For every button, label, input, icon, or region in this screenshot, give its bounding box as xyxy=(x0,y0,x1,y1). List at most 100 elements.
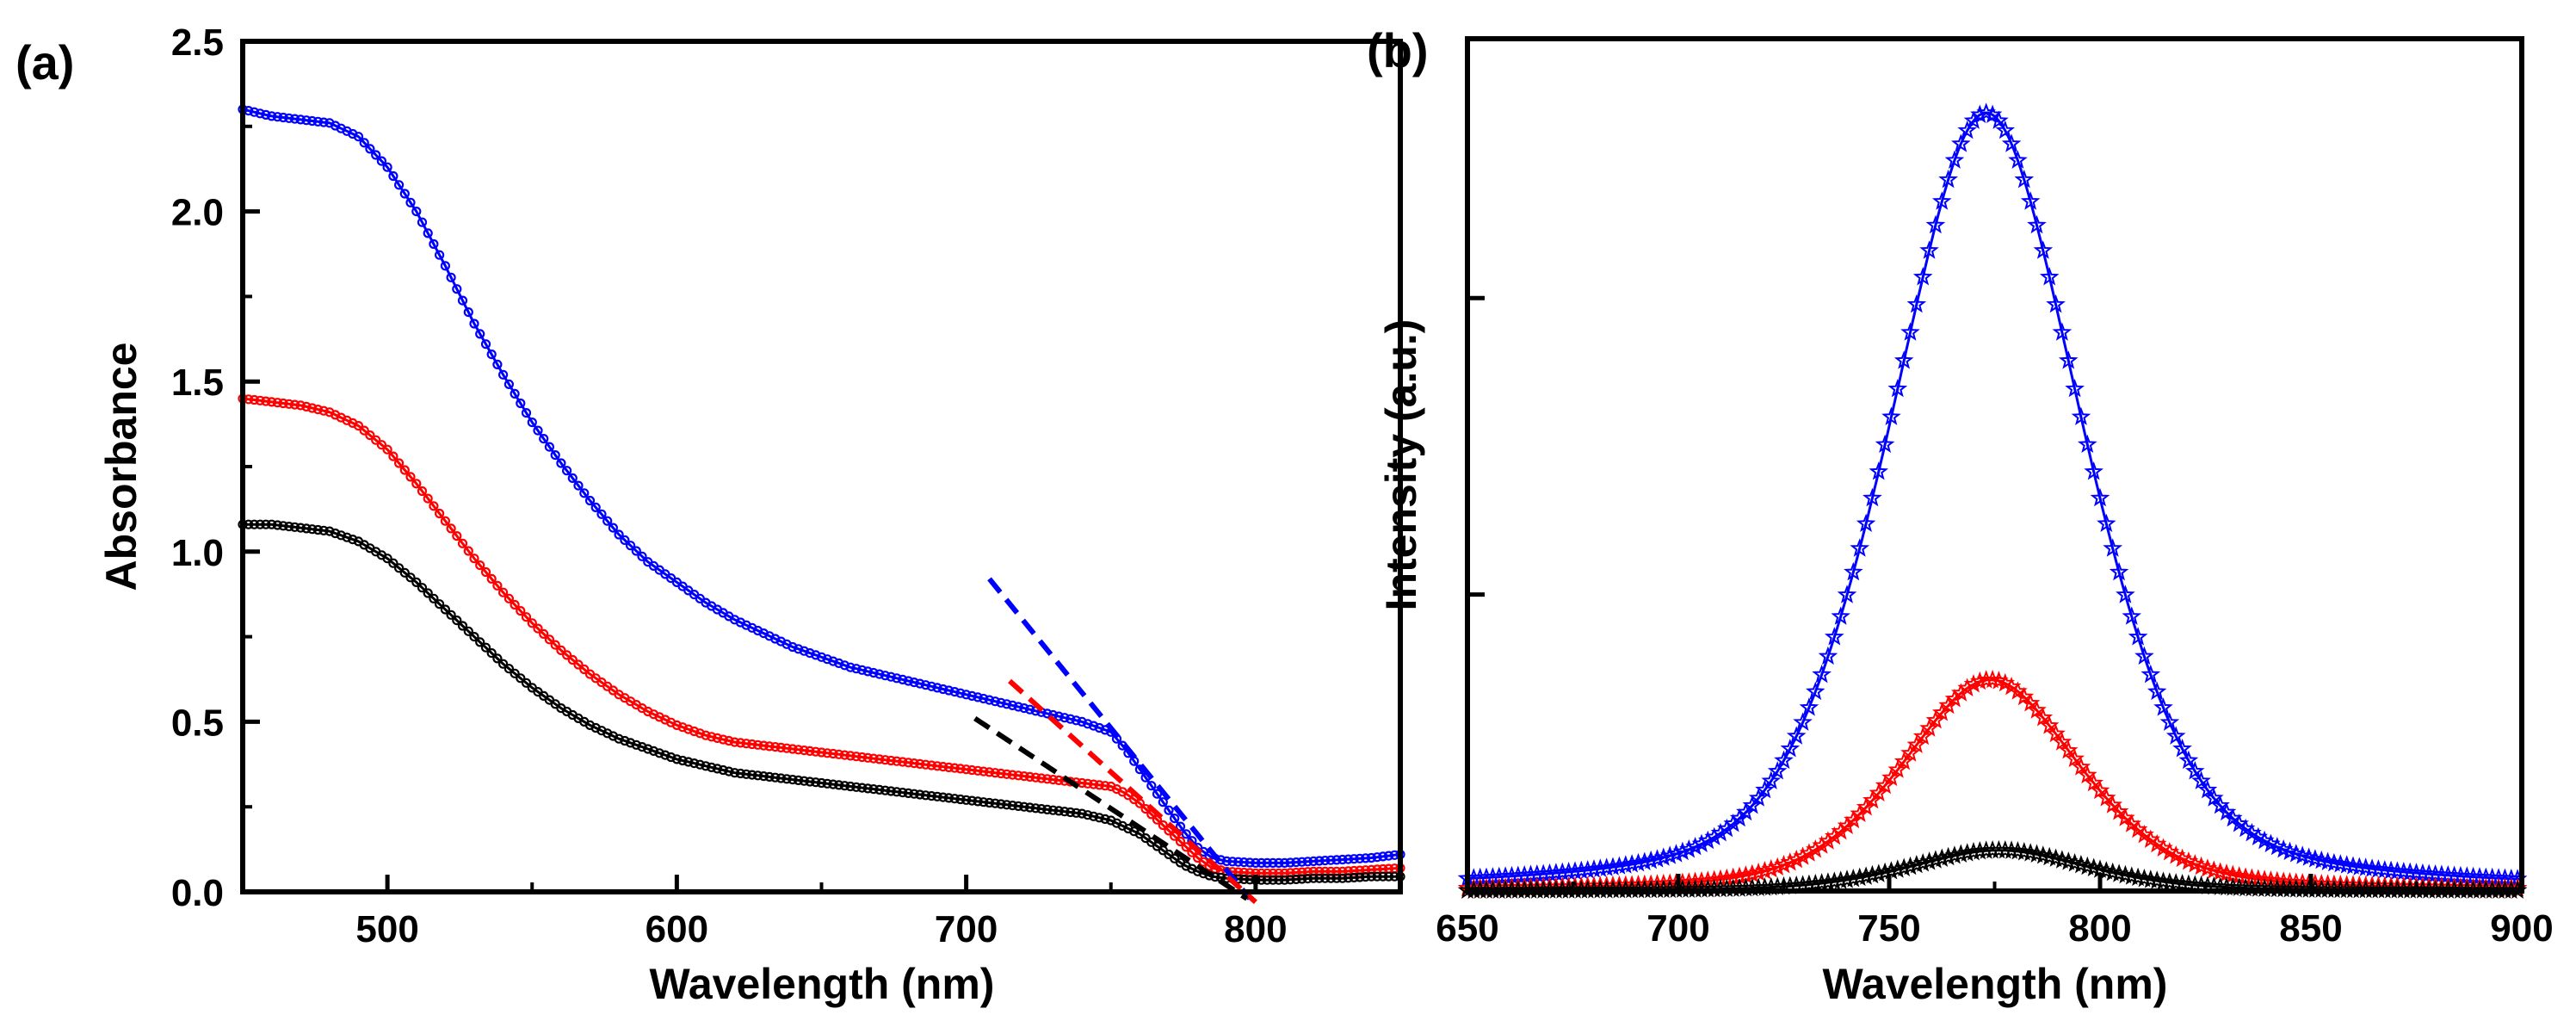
panel-a-marker-black xyxy=(1210,871,1220,882)
panel-b-marker-red xyxy=(2065,748,2085,768)
panel-a-marker-black xyxy=(1308,873,1319,883)
panel-a-marker-red xyxy=(671,720,683,731)
panel-a-marker-black xyxy=(671,754,683,764)
panel-a-marker-blue xyxy=(620,535,630,546)
panel-b-y-axis-title: Intensity (a.u.) xyxy=(1377,319,1425,611)
panel-b-marker-blue xyxy=(1672,841,1693,861)
panel-a-marker-black xyxy=(1383,871,1394,882)
panel-b-marker-red xyxy=(2027,700,2047,719)
panel-a-marker-black xyxy=(695,759,705,770)
panel-b-marker-red xyxy=(1799,843,1819,862)
panel-a-marker-blue xyxy=(573,480,584,491)
panel-a-marker-blue xyxy=(480,339,491,350)
panel-a-marker-black xyxy=(284,521,294,532)
panel-a-marker-red xyxy=(1343,866,1354,876)
panel-b-marker-blue xyxy=(2097,513,2116,533)
panel-a-marker-black xyxy=(312,524,323,535)
panel-a-marker-black xyxy=(1094,813,1104,823)
panel-a-marker-black xyxy=(1291,874,1301,885)
panel-b-marker-red xyxy=(1925,709,1946,729)
panel-a-marker-red xyxy=(955,764,966,774)
panel-a-marker-black xyxy=(943,793,954,803)
panel-a-marker-red xyxy=(429,501,439,511)
panel-a-marker-red xyxy=(828,748,838,759)
panel-a-marker-blue xyxy=(1007,700,1018,711)
panel-b-marker-blue xyxy=(1812,664,1832,684)
panel-a-marker-red xyxy=(886,755,896,766)
panel-b-marker-red xyxy=(1742,863,1762,883)
panel-b-marker-blue xyxy=(2400,862,2420,882)
panel-b-marker-blue xyxy=(1912,267,1933,286)
panel-b-marker-black xyxy=(2172,873,2192,893)
panel-b-marker-blue xyxy=(1603,857,1623,876)
panel-a-marker-red xyxy=(371,435,381,445)
panel-a-marker-blue xyxy=(834,658,844,669)
panel-a-marker-red xyxy=(839,750,850,760)
panel-b-marker-black xyxy=(1831,870,1850,889)
panel-a-marker-red xyxy=(822,748,832,758)
panel-a-marker-black xyxy=(1066,807,1076,818)
panel-a-marker-blue xyxy=(1100,725,1110,735)
panel-a-y-tick-label: 0.5 xyxy=(171,702,224,744)
panel-a-marker-black xyxy=(1274,875,1284,885)
panel-b-x-tick-label: 850 xyxy=(2279,907,2342,950)
panel-a-marker-black xyxy=(249,519,259,529)
panel-a-marker-red xyxy=(503,593,515,603)
panel-a-marker-red xyxy=(856,752,868,763)
panel-a-marker-blue xyxy=(990,696,1000,707)
panel-a-marker-blue xyxy=(625,541,636,551)
panel-b-marker-blue xyxy=(1615,855,1636,874)
panel-a-marker-black xyxy=(614,733,624,744)
panel-a-marker-blue xyxy=(267,111,277,121)
panel-a-marker-black xyxy=(707,762,717,773)
panel-a-marker-black xyxy=(822,778,832,789)
panel-a-marker-black xyxy=(301,523,312,534)
panel-a-marker-black xyxy=(811,777,821,788)
panel-b-marker-blue xyxy=(1957,120,1977,139)
panel-a-marker-red xyxy=(898,757,908,767)
panel-a-marker-black xyxy=(1030,803,1041,814)
panel-b-marker-blue xyxy=(1863,487,1882,507)
panel-b-marker-red xyxy=(1780,852,1801,871)
panel-a-marker-blue xyxy=(828,656,838,666)
panel-b-marker-black xyxy=(2178,874,2199,894)
panel-a-marker-blue xyxy=(457,295,468,306)
panel-a-plot-frame xyxy=(240,39,1403,894)
panel-a-marker-red xyxy=(399,465,410,475)
panel-a-marker-red xyxy=(775,742,787,753)
panel-b-marker-blue xyxy=(1755,779,1775,799)
panel-a-marker-black xyxy=(758,770,769,782)
panel-a-marker-red xyxy=(938,761,948,772)
panel-a-marker-black xyxy=(469,631,479,642)
panel-b-marker-black xyxy=(1995,839,2015,859)
panel-b-marker-blue xyxy=(2052,322,2073,341)
panel-a-marker-black xyxy=(423,588,433,598)
panel-b-marker-blue xyxy=(2058,350,2079,369)
panel-a-marker-blue xyxy=(1158,797,1168,808)
panel-a-marker-red xyxy=(1083,778,1093,789)
panel-a-marker-black xyxy=(926,790,936,801)
panel-a-marker-red xyxy=(967,764,977,776)
panel-a-marker-red xyxy=(539,628,549,640)
panel-a-marker-blue xyxy=(249,107,259,117)
panel-a-marker-black xyxy=(816,777,827,789)
panel-a-marker-blue xyxy=(1175,821,1186,832)
panel-a-marker-black xyxy=(967,795,977,806)
panel-a-marker-black xyxy=(874,784,885,795)
panel-b-marker-red xyxy=(1786,849,1807,869)
panel-a-marker-black xyxy=(261,519,271,529)
panel-b-marker-blue xyxy=(1931,191,1952,210)
panel-b-marker-blue xyxy=(2140,664,2161,684)
panel-b-marker-black xyxy=(2001,840,2022,859)
panel-a-marker-black xyxy=(1019,801,1029,812)
panel-a-marker-red xyxy=(701,730,711,740)
panel-a-marker-blue xyxy=(961,690,972,700)
panel-b-marker-red xyxy=(1893,751,1914,770)
panel-b-marker-blue xyxy=(1786,726,1807,745)
panel-a-marker-red xyxy=(874,754,885,764)
panel-a-marker-black xyxy=(799,776,809,786)
panel-a-marker-blue xyxy=(1325,855,1336,865)
panel-a-marker-blue xyxy=(1053,711,1064,721)
panel-b-marker-red xyxy=(1767,857,1788,876)
panel-b-marker-red xyxy=(2097,788,2116,807)
